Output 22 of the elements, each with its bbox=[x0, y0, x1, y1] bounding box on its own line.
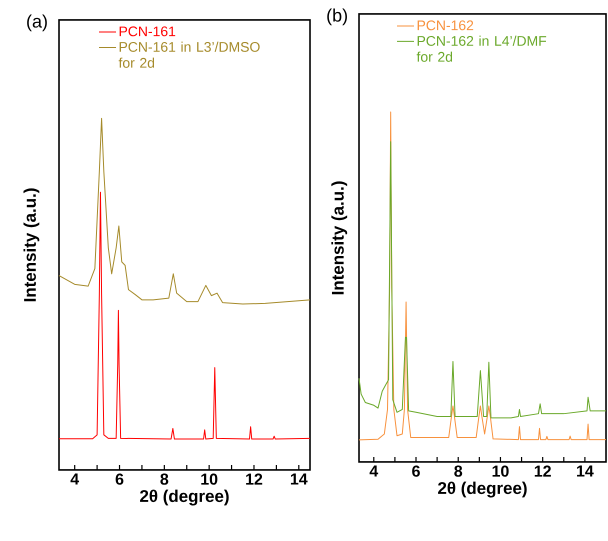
x-tick-label: 4 bbox=[70, 474, 80, 484]
y-axis-title: Intensity (a.u.) bbox=[331, 181, 348, 294]
x-tick-label: 14 bbox=[577, 466, 594, 476]
x-axis-title: 2θ (degree) bbox=[438, 482, 527, 498]
x-tick-label: 12 bbox=[246, 474, 262, 485]
x-tick-label: 6 bbox=[116, 474, 124, 485]
text: (b) bbox=[327, 8, 347, 26]
legend-label: PCN-162 bbox=[418, 20, 474, 30]
legend-label: PCN-161 bbox=[120, 26, 176, 36]
x-tick-label: 14 bbox=[290, 474, 308, 484]
x-tick-label: 6 bbox=[412, 466, 420, 477]
x-tick-label: 8 bbox=[454, 466, 462, 477]
legend-label: PCN-161 in L3’/DMSO for 2d bbox=[118, 42, 260, 68]
x-tick-label: 10 bbox=[492, 466, 509, 477]
legend-label: PCN-162 in L4’/DMF for 2d bbox=[416, 36, 546, 62]
y-axis-title: Intensity (a.u.) bbox=[24, 188, 40, 302]
x-tick-label: 8 bbox=[160, 474, 168, 485]
x-tick-label: 4 bbox=[370, 466, 378, 476]
x-axis-title: 2θ (degree) bbox=[140, 490, 229, 506]
x-tick-label: 12 bbox=[534, 466, 551, 477]
x-tick-label: 10 bbox=[201, 474, 218, 485]
text: (a) bbox=[27, 14, 47, 32]
